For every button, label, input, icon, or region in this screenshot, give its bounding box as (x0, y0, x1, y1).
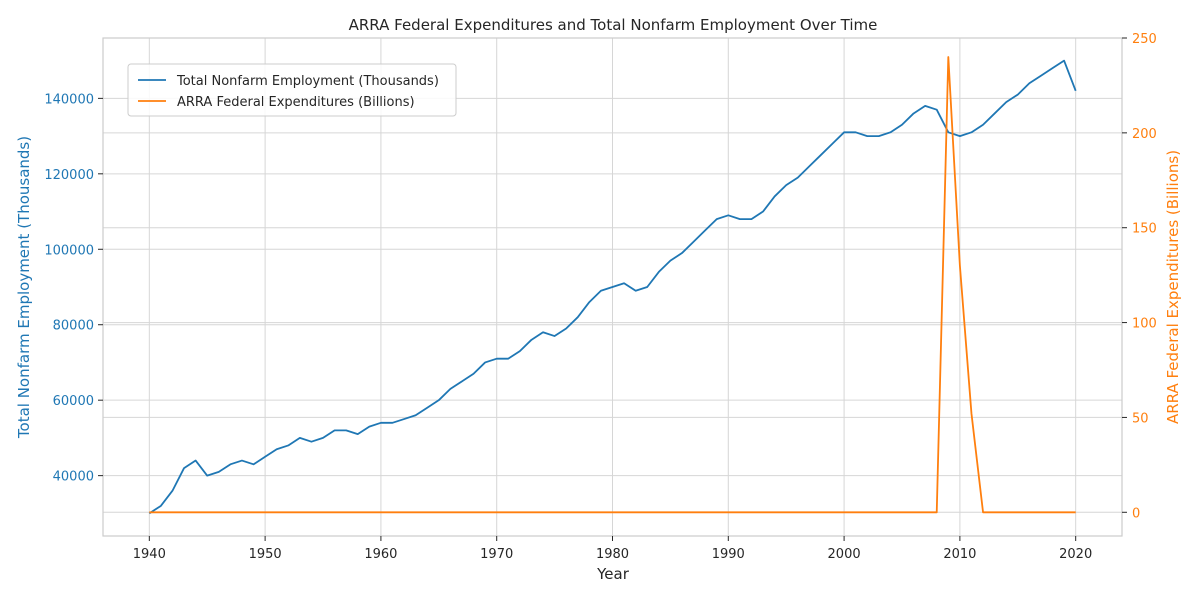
chart-title: ARRA Federal Expenditures and Total Nonf… (349, 16, 878, 34)
series-lines (148, 56, 1077, 515)
x-tick-label: 1950 (249, 547, 282, 562)
legend-label-arra: ARRA Federal Expenditures (Billions) (177, 95, 415, 110)
right-tick-label: 150 (1132, 222, 1157, 237)
left-tick-label: 140000 (44, 92, 94, 107)
right-tick-label: 200 (1132, 127, 1157, 142)
employment-series-line (148, 59, 1077, 515)
x-axis-title: Year (596, 565, 630, 583)
x-tick-label: 2000 (828, 547, 861, 562)
x-tick-label: 2020 (1059, 547, 1092, 562)
x-tick-label: 1970 (480, 547, 513, 562)
left-tick-label: 120000 (44, 168, 94, 183)
x-tick-label: 1990 (712, 547, 745, 562)
x-tick-label: 2010 (943, 547, 976, 562)
right-tick-label: 250 (1132, 32, 1157, 47)
legend: Total Nonfarm Employment (Thousands) ARR… (127, 63, 457, 117)
left-axis-title: Total Nonfarm Employment (Thousands) (15, 136, 33, 439)
right-tick-label: 0 (1132, 506, 1140, 521)
x-tick-label: 1980 (596, 547, 629, 562)
legend-label-employment: Total Nonfarm Employment (Thousands) (176, 74, 439, 89)
right-axis-title: ARRA Federal Expenditures (Billions) (1164, 150, 1182, 424)
left-tick-label: 80000 (53, 319, 94, 334)
x-axis-ticks: 1940 1950 1960 1970 1980 1990 2000 2010 2020 (133, 536, 1092, 562)
left-tick-label: 60000 (53, 394, 94, 409)
legend-box (127, 63, 457, 117)
left-tick-label: 40000 (53, 470, 94, 485)
x-tick-label: 1940 (133, 547, 166, 562)
left-tick-label: 100000 (44, 243, 94, 258)
right-tick-label: 50 (1132, 411, 1149, 426)
right-axis-ticks: 0 50 100 150 200 250 (1122, 32, 1157, 521)
x-tick-label: 1960 (364, 547, 397, 562)
arra-series-line (149, 56, 1076, 514)
left-axis-ticks: 40000 60000 80000 100000 120000 140000 (44, 92, 103, 485)
right-tick-label: 100 (1132, 317, 1157, 332)
